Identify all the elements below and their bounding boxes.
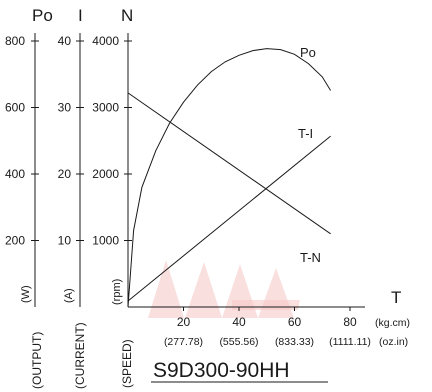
i-tick-label: 30 bbox=[58, 101, 72, 115]
n-tick-label: 3000 bbox=[92, 101, 119, 115]
po-tick-label: 400 bbox=[5, 167, 25, 181]
series-t-n-curve bbox=[127, 92, 331, 235]
x-alt-tick-label: (1111.11) bbox=[329, 336, 371, 348]
i-axis-unit: (A) bbox=[63, 288, 75, 303]
x-tick-label: 60 bbox=[288, 315, 302, 329]
i-tick-label: 40 bbox=[58, 34, 72, 48]
po-axis-head: Po bbox=[32, 6, 53, 25]
n-tick-label: 1000 bbox=[92, 234, 119, 248]
n-tick-label: 4000 bbox=[92, 34, 119, 48]
x-alt-tick-label: (277.78) bbox=[164, 336, 203, 348]
x-tick-label: 20 bbox=[177, 315, 191, 329]
x-axis-unit-main: (kg.cm) bbox=[375, 317, 410, 329]
po-axis-unit: (W) bbox=[20, 285, 32, 303]
series-curves bbox=[127, 48, 332, 308]
t-n-series-label: T-N bbox=[300, 250, 321, 265]
x-tick-label: 80 bbox=[343, 315, 357, 329]
series-po-curve bbox=[127, 48, 332, 308]
i-tick-label: 10 bbox=[58, 234, 72, 248]
x-alt-tick-label: (833.33) bbox=[275, 336, 314, 348]
x-axis-unit-alt: (oz.in) bbox=[379, 336, 408, 348]
n-axis-unit: (rpm) bbox=[111, 279, 123, 305]
x-tick-label: 40 bbox=[232, 315, 246, 329]
speed-label: (SPEED) bbox=[120, 339, 134, 388]
t-i-series-label: T-I bbox=[298, 126, 313, 141]
po-series-label: Po bbox=[300, 45, 316, 60]
current-label: (CURRENT) bbox=[73, 322, 87, 389]
x-alt-tick-label: (555.56) bbox=[219, 336, 258, 348]
series-t-i-curve bbox=[127, 135, 331, 302]
po-tick-label: 600 bbox=[5, 101, 25, 115]
n-tick-label: 2000 bbox=[92, 167, 119, 181]
n-axis-head: N bbox=[121, 6, 133, 25]
output-label: (OUTPUT) bbox=[30, 332, 44, 389]
axis-ticks: 200 400 600 800 10 20 30 40 1000 2000 3000 4000 20 (2… bbox=[5, 34, 371, 348]
watermark-logo bbox=[148, 260, 300, 318]
i-axis-head: I bbox=[78, 6, 83, 25]
i-tick-label: 20 bbox=[58, 167, 72, 181]
po-tick-label: 200 bbox=[5, 234, 25, 248]
x-axis-label: T bbox=[391, 288, 401, 307]
model-name: S9D300-90HH bbox=[153, 359, 290, 382]
po-tick-label: 800 bbox=[5, 34, 25, 48]
